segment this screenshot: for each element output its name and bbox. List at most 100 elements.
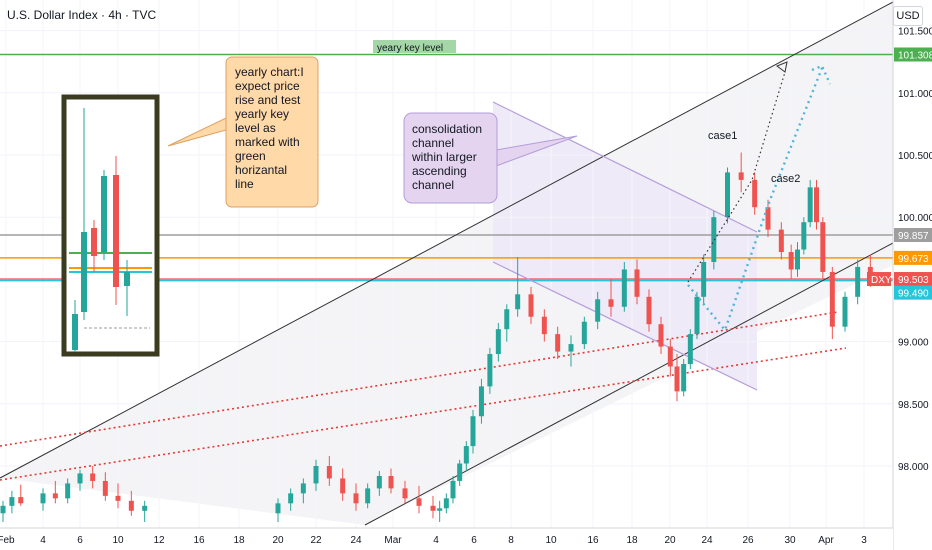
x-tick-label: 10 [112,535,124,546]
x-tick-label: 20 [272,535,284,546]
chart-title: U.S. Dollar Index · 4h · TVC [7,8,157,22]
candle-body [568,344,574,352]
candle-body [765,207,771,230]
candle-body [820,222,826,272]
x-tick-label: 8 [508,535,514,546]
consolidation-note-text: consolidation channel within larger asce… [411,122,485,192]
consolidation-note-box [403,112,498,204]
candle-body [463,446,469,464]
candle-body [752,179,758,208]
candle-body [288,493,294,504]
candle-body [667,346,673,367]
candle-body [646,296,652,325]
consolidation-channel-upper-line[interactable] [492,101,758,233]
level-tag-bg [894,47,932,62]
symbol-tag-label: DXY [871,275,892,286]
candle-body [416,498,422,506]
candle-body [142,505,148,511]
candle-body [115,495,121,501]
candle-body [555,334,561,352]
level-tag-bg [894,272,932,287]
candle-body [829,271,835,327]
candle-body [687,334,693,364]
candle-body [313,466,319,484]
y-tick-label: 101.000 [898,89,932,100]
candle-body [674,366,680,392]
x-tick-label: 10 [545,535,557,546]
time-axis[interactable] [0,528,893,550]
candle-body [18,497,24,504]
candle-body [353,493,359,504]
case1-label: case1 [708,130,737,142]
candle-body [52,493,58,499]
candle-body [504,309,510,330]
x-tick-label: 24 [701,535,713,546]
candle-body [457,463,463,481]
candle-body [40,493,46,504]
candle-body [778,229,784,253]
candle-body [470,416,476,447]
y-tick-label: 98.500 [898,400,929,411]
case2-label: case2 [771,173,800,185]
x-tick-label: 30 [784,535,796,546]
candle-body [102,480,108,496]
x-tick-label: Mar [384,535,402,546]
candle-body [795,249,800,270]
x-tick-label: 3 [861,535,867,546]
candle-body [443,498,449,509]
time-axis-ticks: Feb 4 6 10 12 16 18 20 22 24 Mar 4 6 8 10 16 18 20 24 26 30 A… [0,535,867,546]
candle-body [581,321,587,345]
candle-body [9,497,15,506]
candle-body [77,473,83,484]
x-tick-label: 22 [310,535,322,546]
x-tick-label: 16 [587,535,599,546]
x-tick-label: 4 [433,535,439,546]
level-tag-label: 99.490 [898,289,929,300]
case1-arrow-head [775,61,788,73]
candle-body [541,316,547,335]
x-tick-label: Apr [818,535,834,546]
y-tick-label: 100.000 [898,213,932,224]
x-tick-label: 18 [626,535,638,546]
ascending-channel-upper-line[interactable] [0,1,894,479]
symbol-tag-bg [867,272,891,287]
key-level-label-bg [373,40,456,53]
candle-body [621,269,627,307]
level-tag-bg [894,250,932,265]
y-tick-label: 99.000 [898,338,929,349]
consolidation-channel-lower-line[interactable] [492,261,758,391]
candle-body [801,222,807,250]
candle-body [694,296,700,335]
yearly-chart-inset [61,94,160,357]
candle-body [788,252,794,270]
candle-body [326,466,332,479]
candle-body [376,475,382,489]
y-tick-label: 101.500 [898,27,932,38]
level-tag-label: 99.503 [898,275,929,286]
level-tag-label: 99.673 [898,254,929,265]
candle-body [487,354,493,387]
candle-body [478,386,484,417]
candle-body [450,480,456,499]
case2-projection-path[interactable] [687,67,824,333]
x-tick-label: 18 [233,535,245,546]
currency-button[interactable]: USD [893,6,923,26]
candle-body [365,488,371,504]
x-tick-label: 20 [664,535,676,546]
x-tick-label: 4 [40,535,46,546]
x-tick-label: 24 [350,535,362,546]
candle-body [725,172,730,218]
candle-body [495,329,501,355]
yearly-note-text: yearly chart:I expect price rise and tes… [235,65,307,191]
x-tick-label: 16 [193,535,205,546]
candle-body [437,508,443,511]
candle-body [340,478,346,494]
candle-body [90,473,96,481]
candle-body [388,475,394,489]
red-dotted-line-upper[interactable] [0,311,839,447]
level-tag-label: 101.308 [898,50,932,61]
yearly-note-box [225,56,319,208]
candle-body [711,217,717,262]
level-tag-label: 99.857 [898,231,929,242]
